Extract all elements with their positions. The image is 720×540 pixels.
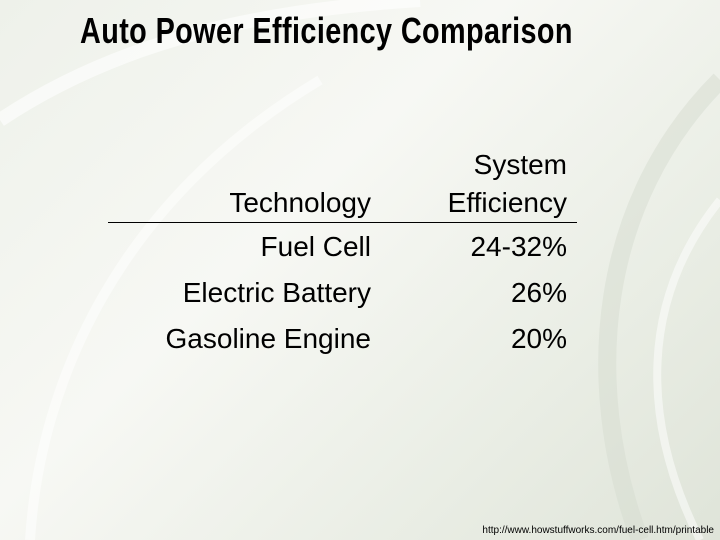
table-cell: 24-32% <box>470 231 567 262</box>
header-rule <box>108 222 577 223</box>
header-cell: Technology <box>229 187 371 218</box>
table-cell: Electric Battery <box>182 277 371 308</box>
table-cell: Gasoline Engine <box>165 323 371 354</box>
table-cell: 26% <box>510 277 567 308</box>
source-link: http://www.howstuffworks.com/fuel-cell.h… <box>482 525 714 536</box>
table-cell: Fuel Cell <box>260 231 371 262</box>
slide-title: Auto Power Efficiency Comparison <box>80 10 573 51</box>
table-cell: 20% <box>510 323 567 354</box>
header-cell: System Efficiency <box>447 149 567 218</box>
